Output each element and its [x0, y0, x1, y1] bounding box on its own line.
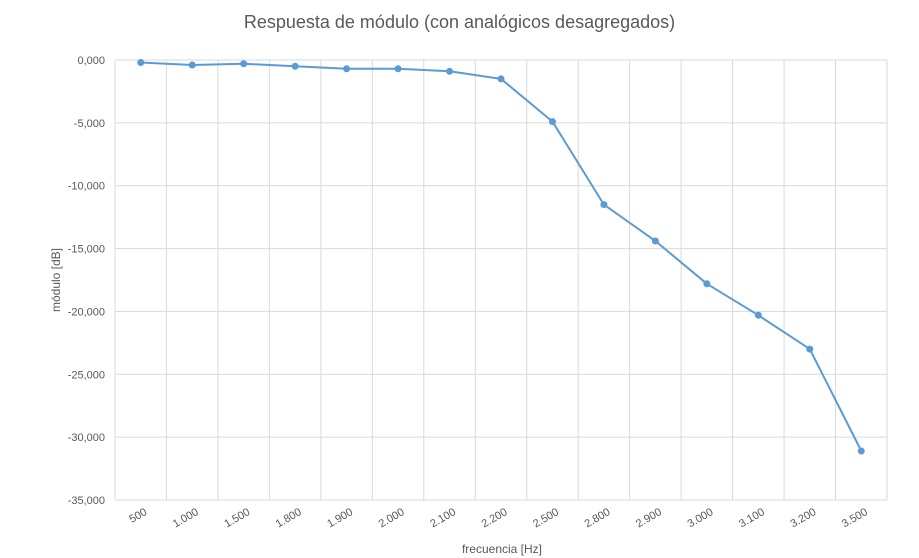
x-tick-label: 3.100: [737, 506, 767, 530]
x-tick-label: 2.100: [428, 506, 458, 530]
y-tick-label: -35,000: [68, 495, 105, 507]
x-tick-label: 1.900: [325, 506, 355, 530]
x-tick-label: 3.200: [788, 506, 818, 530]
y-tick-label: -20,000: [68, 306, 105, 318]
data-point: [548, 118, 556, 126]
x-tick-label: 1.800: [274, 506, 304, 530]
series: [137, 59, 865, 455]
x-tick-label: 3.000: [686, 506, 716, 530]
y-axis-label: módulo [dB]: [49, 248, 63, 312]
y-tick-labels: 0,000 -5,000 -10,000 -15,000 -20,000 -25,000 -…: [68, 55, 105, 507]
data-point: [240, 60, 248, 68]
x-tick-label: 2.000: [377, 506, 407, 530]
data-point: [600, 201, 608, 209]
x-tick-label: 3.500: [840, 506, 870, 530]
data-point: [857, 447, 865, 455]
x-tick-label: 500: [127, 506, 149, 526]
data-point: [754, 311, 762, 319]
y-tick-label: -5,000: [74, 118, 105, 130]
y-tick-label: -15,000: [68, 244, 105, 256]
data-point: [651, 237, 659, 245]
x-tick-labels: 500 1.000 1.500 1.800 1.900 2.000 2.100 2.200 2.…: [127, 506, 869, 530]
y-tick-label: -10,000: [68, 181, 105, 193]
data-point: [446, 67, 454, 75]
x-axis-label: frecuencia [Hz]: [462, 542, 542, 556]
chart-title: Respuesta de módulo (con analógicos desa…: [243, 12, 676, 32]
data-point: [291, 62, 299, 70]
x-tick-label: 1.000: [171, 506, 201, 530]
x-tick-label: 2.900: [634, 506, 664, 530]
x-tick-label: 2.800: [583, 506, 613, 530]
y-tick-label: -25,000: [68, 369, 105, 381]
y-tick-label: 0,000: [77, 55, 105, 67]
data-point: [806, 345, 814, 353]
y-tick-label: -30,000: [68, 432, 105, 444]
series-line: [140, 61, 863, 452]
data-point: [703, 280, 711, 288]
x-tick-label: 2.200: [480, 506, 510, 530]
x-tick-label: 1.500: [222, 506, 252, 530]
data-point: [394, 65, 402, 73]
grid: [114, 59, 888, 501]
data-point: [497, 75, 505, 83]
data-point: [188, 61, 196, 69]
data-point: [343, 65, 351, 73]
data-point: [137, 59, 145, 67]
x-tick-label: 2.500: [531, 506, 561, 530]
